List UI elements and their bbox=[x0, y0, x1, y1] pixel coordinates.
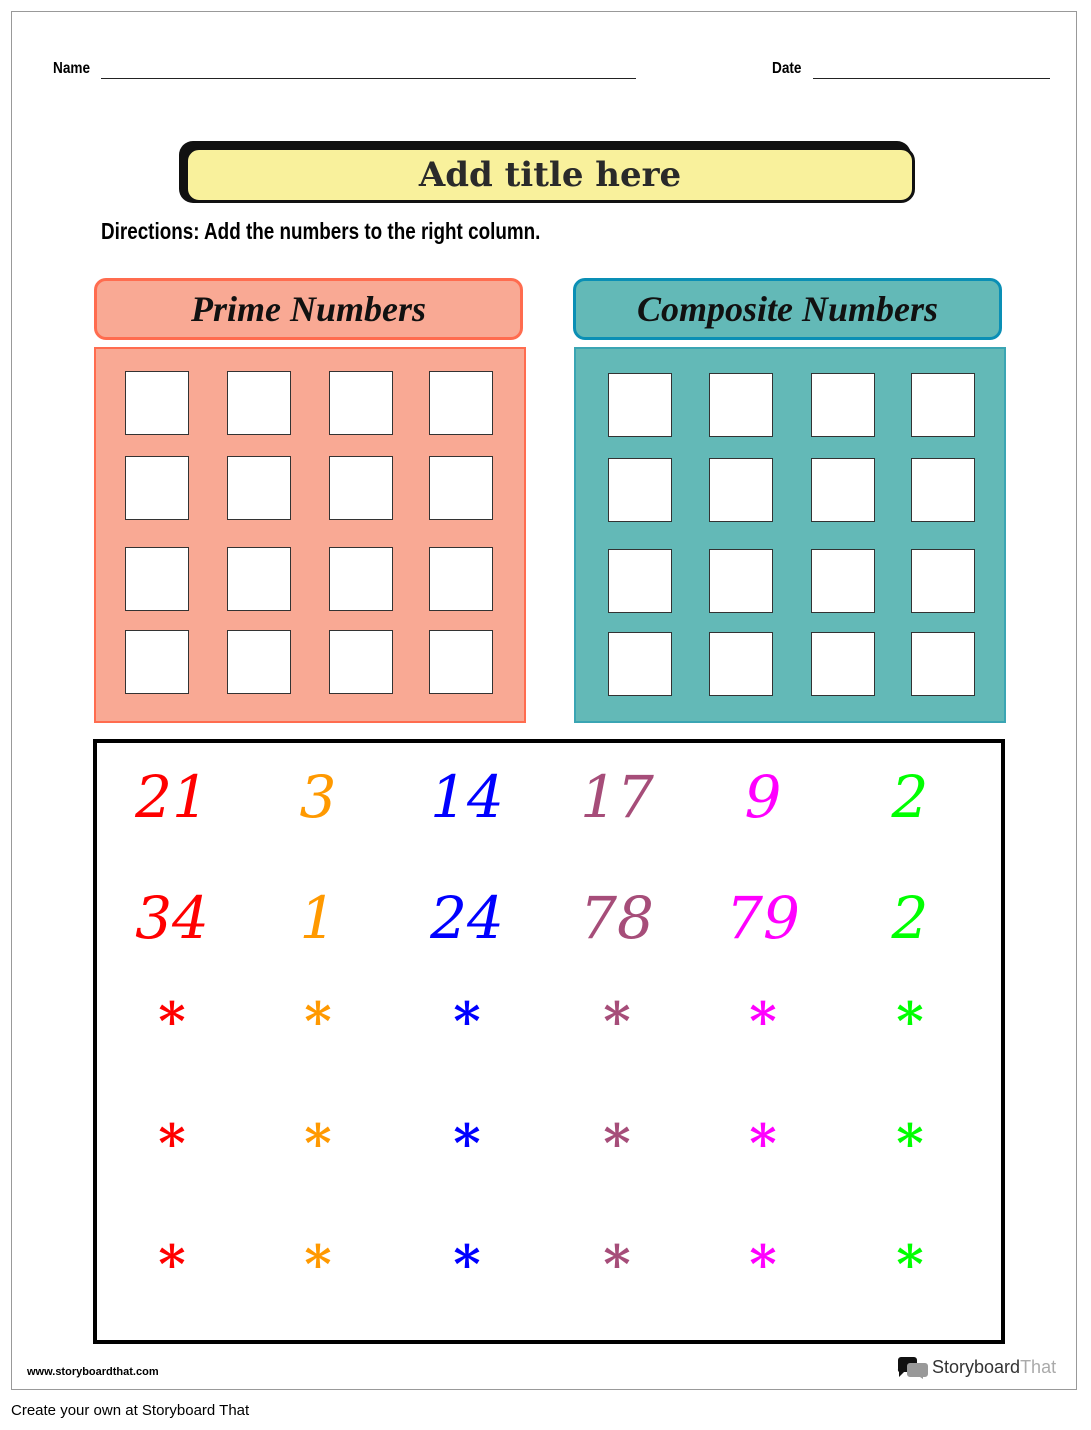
placeholder-asterisk[interactable]: * bbox=[304, 1234, 332, 1296]
composite-answer-box[interactable] bbox=[709, 458, 773, 522]
number-tile[interactable]: 78 bbox=[580, 884, 654, 952]
composite-answer-box[interactable] bbox=[911, 549, 975, 613]
number-tile[interactable]: 24 bbox=[430, 884, 504, 952]
storyboardthat-logo: Storyboard That bbox=[896, 1355, 1056, 1379]
composite-answer-box[interactable] bbox=[709, 549, 773, 613]
composite-answer-box[interactable] bbox=[911, 373, 975, 437]
worksheet-page bbox=[11, 11, 1077, 1390]
placeholder-asterisk[interactable]: * bbox=[749, 1234, 777, 1296]
logo-text-b: That bbox=[1020, 1356, 1057, 1377]
number-tile[interactable]: 2 bbox=[891, 763, 929, 831]
prime-answer-box[interactable] bbox=[329, 371, 393, 435]
composite-answer-box[interactable] bbox=[608, 549, 672, 613]
composite-header: Composite Numbers bbox=[573, 278, 1002, 340]
prime-answer-box[interactable] bbox=[125, 630, 189, 694]
date-field[interactable] bbox=[813, 78, 1050, 79]
placeholder-asterisk[interactable]: * bbox=[749, 1113, 777, 1175]
number-tile[interactable]: 34 bbox=[135, 884, 209, 952]
prime-answer-box[interactable] bbox=[227, 371, 291, 435]
composite-answer-box[interactable] bbox=[811, 373, 875, 437]
placeholder-asterisk[interactable]: * bbox=[603, 1234, 631, 1296]
composite-answer-box[interactable] bbox=[811, 549, 875, 613]
footer-url: www.storyboardthat.com bbox=[27, 1366, 159, 1378]
number-tile[interactable]: 14 bbox=[430, 763, 504, 831]
placeholder-asterisk[interactable]: * bbox=[158, 991, 186, 1053]
directions: Directions: Add the numbers to the right… bbox=[101, 218, 541, 244]
number-tile[interactable]: 17 bbox=[580, 763, 654, 831]
placeholder-asterisk[interactable]: * bbox=[304, 1113, 332, 1175]
prime-answer-box[interactable] bbox=[227, 547, 291, 611]
placeholder-asterisk[interactable]: * bbox=[896, 1113, 924, 1175]
placeholder-asterisk[interactable]: * bbox=[453, 1113, 481, 1175]
number-bank bbox=[93, 739, 1005, 1344]
prime-answer-box[interactable] bbox=[125, 547, 189, 611]
placeholder-asterisk[interactable]: * bbox=[603, 1113, 631, 1175]
placeholder-asterisk[interactable]: * bbox=[749, 991, 777, 1053]
placeholder-asterisk[interactable]: * bbox=[158, 1234, 186, 1296]
composite-answer-box[interactable] bbox=[709, 373, 773, 437]
prime-answer-box[interactable] bbox=[329, 456, 393, 520]
prime-header: Prime Numbers bbox=[94, 278, 523, 340]
placeholder-asterisk[interactable]: * bbox=[453, 991, 481, 1053]
composite-answer-box[interactable] bbox=[911, 458, 975, 522]
placeholder-asterisk[interactable]: * bbox=[896, 991, 924, 1053]
composite-answer-box[interactable] bbox=[709, 632, 773, 696]
composite-answer-box[interactable] bbox=[608, 373, 672, 437]
speech-bubbles-icon bbox=[897, 1357, 928, 1379]
placeholder-asterisk[interactable]: * bbox=[896, 1234, 924, 1296]
prime-answer-box[interactable] bbox=[125, 371, 189, 435]
page-title[interactable]: Add title here bbox=[185, 147, 915, 203]
number-tile[interactable]: 1 bbox=[299, 884, 337, 952]
date-label: Date bbox=[772, 60, 802, 77]
logo-text-a: Storyboard bbox=[932, 1356, 1021, 1377]
footer-caption: Create your own at Storyboard That bbox=[11, 1402, 250, 1419]
name-field[interactable] bbox=[101, 78, 636, 79]
number-tile[interactable]: 2 bbox=[891, 884, 929, 952]
composite-answer-box[interactable] bbox=[608, 458, 672, 522]
composite-answer-box[interactable] bbox=[608, 632, 672, 696]
number-tile[interactable]: 9 bbox=[744, 763, 782, 831]
composite-answer-box[interactable] bbox=[811, 632, 875, 696]
number-tile[interactable]: 21 bbox=[135, 763, 209, 831]
number-tile[interactable]: 79 bbox=[726, 884, 800, 952]
placeholder-asterisk[interactable]: * bbox=[158, 1113, 186, 1175]
prime-answer-box[interactable] bbox=[329, 547, 393, 611]
placeholder-asterisk[interactable]: * bbox=[603, 991, 631, 1053]
name-label: Name bbox=[53, 60, 91, 77]
composite-answer-box[interactable] bbox=[911, 632, 975, 696]
prime-answer-box[interactable] bbox=[429, 630, 493, 694]
composite-answer-box[interactable] bbox=[811, 458, 875, 522]
prime-answer-box[interactable] bbox=[429, 456, 493, 520]
placeholder-asterisk[interactable]: * bbox=[304, 991, 332, 1053]
prime-answer-box[interactable] bbox=[329, 630, 393, 694]
prime-answer-box[interactable] bbox=[429, 547, 493, 611]
number-tile[interactable]: 3 bbox=[299, 763, 337, 831]
prime-answer-box[interactable] bbox=[227, 456, 291, 520]
placeholder-asterisk[interactable]: * bbox=[453, 1234, 481, 1296]
prime-answer-box[interactable] bbox=[227, 630, 291, 694]
prime-answer-box[interactable] bbox=[429, 371, 493, 435]
prime-answer-box[interactable] bbox=[125, 456, 189, 520]
